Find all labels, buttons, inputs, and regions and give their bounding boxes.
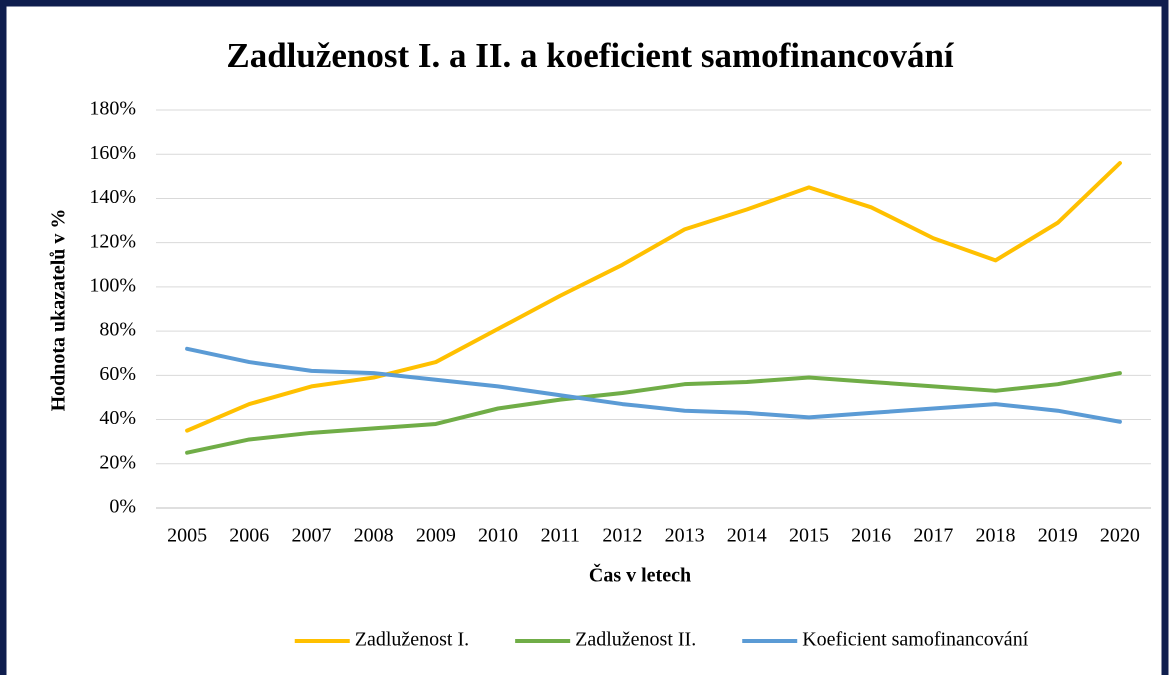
y-tick-label: 120% (89, 230, 136, 252)
y-axis-title: Hodnota ukazatelů v % (48, 209, 70, 412)
chart-title: Zadluženost I. a II. a koeficient samofi… (226, 36, 955, 75)
y-tick-label: 80% (99, 319, 136, 341)
x-tick-label: 2018 (976, 525, 1016, 547)
y-tick-label: 40% (99, 407, 136, 429)
y-tick-label: 140% (89, 186, 136, 208)
x-tick-label: 2013 (665, 525, 705, 547)
y-tick-label: 180% (89, 98, 136, 120)
x-tick-label: 2007 (291, 525, 331, 547)
series-line (185, 346, 1122, 424)
x-tick-label: 2006 (229, 525, 269, 547)
y-tick-label: 100% (89, 274, 136, 296)
x-tick-label: 2020 (1100, 525, 1140, 547)
series-line (185, 371, 1122, 455)
x-tick-label: 2012 (602, 525, 642, 547)
x-tick-label: 2017 (913, 525, 953, 547)
y-tick-label: 20% (99, 451, 136, 473)
y-tick-label: 160% (89, 142, 136, 164)
y-tick-label: 60% (99, 363, 136, 385)
x-tick-label: 2005 (167, 525, 207, 547)
x-tick-label: 2011 (541, 525, 580, 547)
x-tick-label: 2016 (851, 525, 891, 547)
x-tick-label: 2010 (478, 525, 518, 547)
x-tick-label: 2008 (354, 525, 394, 547)
x-axis-title: Čas v letech (589, 563, 691, 587)
legend-label: Zadluženost I. (355, 629, 469, 651)
legend-label: Koeficient samofinancování (802, 629, 1028, 651)
series-line (185, 161, 1122, 433)
y-tick-label: 0% (109, 496, 136, 518)
legend-label: Zadluženost II. (575, 629, 696, 651)
x-tick-label: 2009 (416, 525, 456, 547)
x-tick-label: 2019 (1038, 525, 1078, 547)
x-tick-label: 2015 (789, 525, 829, 547)
x-tick-label: 2014 (727, 525, 767, 547)
